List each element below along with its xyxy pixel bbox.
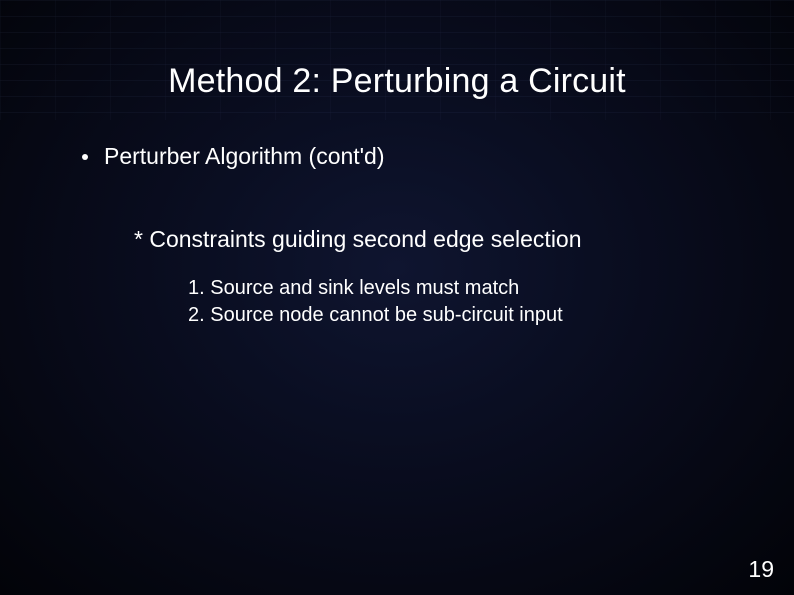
sub-bullet-text: * Constraints guiding second edge select… [134, 226, 582, 252]
bullet-item: Perturber Algorithm (cont'd) [82, 143, 734, 170]
slide-title: Method 2: Perturbing a Circuit [60, 62, 734, 101]
slide: Method 2: Perturbing a Circuit Perturber… [0, 0, 794, 595]
sub-bullet-item: * Constraints guiding second edge select… [134, 226, 734, 253]
page-number: 19 [748, 556, 774, 583]
bullet-text: Perturber Algorithm (cont'd) [104, 143, 385, 170]
constraint-line-2: 2. Source node cannot be sub-circuit inp… [188, 302, 734, 329]
sub-sub-list: 1. Source and sink levels must match 2. … [188, 275, 734, 329]
bullet-dot-icon [82, 154, 88, 160]
constraint-line-1: 1. Source and sink levels must match [188, 275, 734, 302]
